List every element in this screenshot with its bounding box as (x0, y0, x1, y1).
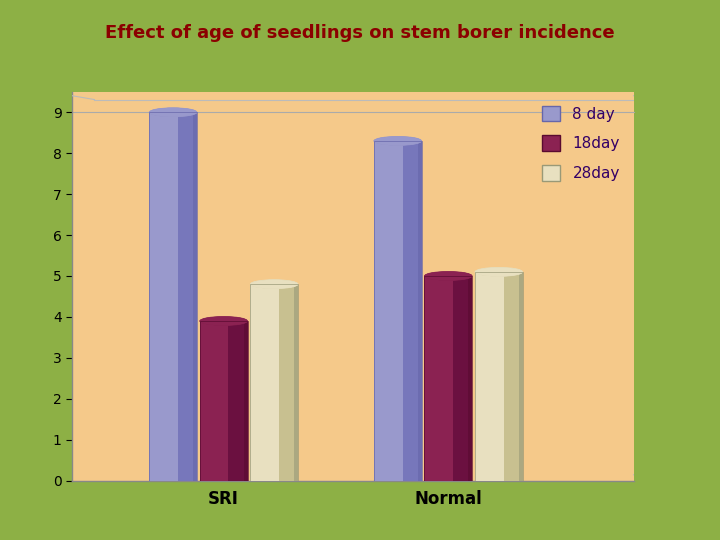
Ellipse shape (475, 267, 523, 276)
Ellipse shape (374, 137, 422, 145)
Bar (228, 321, 248, 481)
Bar (199, 321, 228, 481)
Bar (193, 112, 197, 481)
Ellipse shape (424, 272, 472, 280)
Bar (402, 141, 422, 481)
Ellipse shape (149, 108, 197, 117)
Bar (519, 272, 523, 481)
Ellipse shape (199, 316, 248, 326)
Ellipse shape (475, 476, 523, 485)
Ellipse shape (475, 267, 523, 276)
Bar (503, 272, 523, 481)
Ellipse shape (199, 316, 248, 326)
Ellipse shape (251, 280, 298, 289)
Bar (251, 284, 279, 481)
Polygon shape (251, 284, 298, 289)
Bar (279, 284, 298, 481)
Bar (468, 276, 472, 481)
Ellipse shape (199, 476, 248, 485)
Bar (453, 276, 472, 481)
Bar (374, 141, 422, 481)
Ellipse shape (149, 476, 197, 485)
Ellipse shape (149, 108, 197, 117)
Bar (374, 141, 402, 481)
Bar (475, 272, 523, 481)
Ellipse shape (251, 476, 298, 485)
Bar (418, 141, 422, 481)
Bar (251, 284, 298, 481)
Ellipse shape (251, 280, 298, 289)
Bar (199, 321, 248, 481)
Bar (424, 276, 453, 481)
Bar (149, 112, 178, 481)
Bar (475, 272, 503, 481)
Text: Effect of age of seedlings on stem borer incidence: Effect of age of seedlings on stem borer… (105, 24, 615, 42)
Polygon shape (475, 272, 523, 276)
Bar (294, 284, 298, 481)
Ellipse shape (424, 272, 472, 280)
Bar (243, 321, 248, 481)
Polygon shape (424, 276, 472, 280)
Bar (178, 112, 197, 481)
Legend: 8 day, 18day, 28day: 8 day, 18day, 28day (536, 99, 626, 187)
Ellipse shape (424, 476, 472, 485)
Polygon shape (149, 112, 197, 117)
Ellipse shape (374, 137, 422, 145)
Bar (424, 276, 472, 481)
Polygon shape (199, 321, 248, 326)
Bar (149, 112, 197, 481)
Polygon shape (374, 141, 422, 145)
Ellipse shape (374, 476, 422, 485)
